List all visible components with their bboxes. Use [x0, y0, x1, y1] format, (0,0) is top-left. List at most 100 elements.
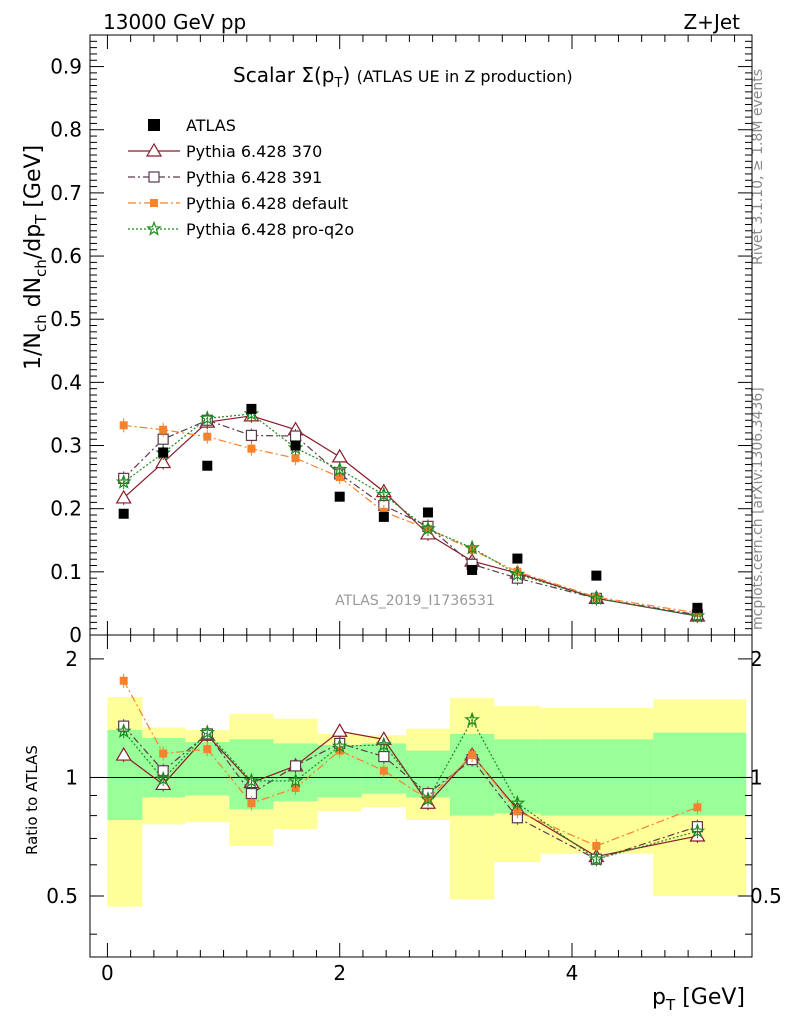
series-pythia-6-428-default-ratio-point: [291, 784, 300, 793]
legend-entry-pythia-6-428-pro-q2o: Pythia 6.428 pro-q2o: [128, 220, 354, 239]
x-tick-label: 0: [101, 961, 114, 985]
legend-label: Pythia 6.428 370: [186, 142, 322, 161]
series-pythia-6-428-370-line: [123, 415, 698, 617]
series-pythia-6-428-default-point: [119, 421, 128, 430]
series-pythia-6-428-default-ratio-point: [203, 745, 212, 754]
legend-entry-pythia-6-428-default: Pythia 6.428 default: [128, 194, 348, 213]
y-tick-label: 0.5: [50, 307, 82, 331]
series-pythia-6-428-default-ratio-point: [159, 749, 168, 758]
series-pythia-6-428-391-ratio-point: [378, 750, 390, 763]
series-pythia-6-428-default-point: [247, 444, 256, 453]
atlas-data-point: [378, 511, 389, 522]
atlas-data-point: [158, 447, 169, 458]
atlas-data-point: [591, 570, 602, 581]
series-pythia-6-428-370-point: [331, 448, 348, 463]
ratio-y-tick-label-right: 2: [750, 647, 763, 671]
legend-marker: [145, 142, 163, 157]
legend-entry-pythia-6-428-391: Pythia 6.428 391: [128, 168, 322, 187]
series-pythia-6-428-default-ratio-line: [123, 680, 698, 847]
y-tick-label: 0.2: [50, 497, 82, 521]
series-pythia-6-428-391-point: [289, 430, 302, 442]
y-tick-label: 0.3: [50, 434, 82, 458]
y-axis-label: 1/Nch dNch/dpT [GeV]: [21, 145, 50, 370]
atlas-data-point: [202, 460, 213, 471]
series-pythia-6-428-pro-q2o-line: [123, 413, 698, 617]
legend-entry-atlas: ATLAS: [148, 116, 236, 135]
legend-marker: [148, 171, 160, 183]
uncertainty-band-inner: [653, 732, 747, 816]
series-pythia-6-428-default-ratio-point: [468, 751, 477, 760]
atlas-data-point: [422, 507, 433, 518]
series-pythia-6-428-391-point: [245, 429, 258, 442]
ratio-y-tick-label: 2: [65, 647, 78, 671]
legend-entry-pythia-6-428-370: Pythia 6.428 370: [128, 142, 322, 161]
series-pythia-6-428-pro-q2o-ratio-point: [420, 791, 436, 807]
legend-label: Pythia 6.428 default: [186, 194, 348, 213]
atlas-data-point: [246, 403, 257, 414]
series-pythia-6-428-pro-q2o-ratio-point: [376, 736, 392, 752]
rivet-label: Rivet 3.1.10, ≥ 1.8M events: [750, 69, 766, 265]
legend-label: ATLAS: [186, 116, 236, 135]
series-pythia-6-428-default-ratio-point: [379, 766, 388, 775]
series-pythia-6-428-391-line: [123, 419, 698, 616]
y-tick-label: 0.8: [50, 118, 82, 142]
analysis-id: ATLAS_2019_I1736531: [335, 593, 495, 609]
series-pythia-6-428-pro-q2o-point: [588, 590, 605, 606]
series-pythia-6-428-default-line: [123, 424, 698, 614]
series-pythia-6-428-default-point: [291, 454, 300, 463]
atlas-data-point: [512, 553, 523, 564]
series-pythia-6-428-pro-q2o-ratio-point: [155, 770, 172, 786]
y-tick-label: 0: [69, 623, 82, 647]
y-tick-label: 0.4: [50, 370, 82, 394]
series-pythia-6-428-391-ratio-line: [123, 725, 698, 860]
y-tick-label: 0.9: [50, 55, 82, 79]
series-pythia-6-428-pro-q2o-point: [689, 607, 706, 623]
mcplots-label: mcplots.cern.ch [arXiv:1306.3436]: [750, 387, 766, 630]
legend-label: Pythia 6.428 391: [186, 168, 322, 187]
atlas-data-point: [692, 602, 703, 613]
series-pythia-6-428-pro-q2o-ratio-point: [331, 738, 348, 753]
legend-label: Pythia 6.428 pro-q2o: [186, 220, 354, 239]
series-pythia-6-428-default-point: [203, 432, 212, 441]
atlas-data-point: [467, 564, 478, 575]
legend-marker: [150, 199, 158, 207]
series-pythia-6-428-pro-q2o-ratio-point: [464, 711, 480, 727]
series-pythia-6-428-default-ratio-point: [592, 841, 601, 850]
atlas-data-point: [290, 440, 301, 451]
x-tick-label: 4: [566, 961, 579, 985]
series-pythia-6-428-default-point: [379, 507, 388, 516]
ratio-y-tick-label: 0.5: [46, 884, 78, 908]
series-pythia-6-428-391-ratio-point: [289, 760, 302, 772]
legend-marker: [146, 220, 162, 236]
series-pythia-6-428-pro-q2o-ratio-point: [689, 823, 706, 838]
series-pythia-6-428-370-ratio-point: [331, 723, 348, 737]
series-pythia-6-428-pro-q2o-point: [509, 566, 526, 581]
header-collision: 13000 GeV pp: [103, 10, 246, 34]
series-pythia-6-428-default-point: [335, 473, 344, 482]
ratio-y-tick-label-right: 1: [750, 765, 763, 789]
legend-marker-atlas: [148, 119, 160, 131]
series-pythia-6-428-370-ratio-point: [115, 746, 132, 761]
series-pythia-6-428-pro-q2o-ratio-point: [199, 724, 216, 740]
legend: ATLAS Pythia 6.428 370 Pythia 6.428 391 Pyt…: [128, 116, 354, 239]
series-pythia-6-428-pro-q2o-ratio-point: [243, 772, 260, 788]
series-pythia-6-428-370-point: [155, 454, 172, 469]
ratio-frame: [89, 634, 753, 958]
atlas-data-point: [334, 491, 345, 502]
x-tick-label: 2: [333, 961, 346, 985]
ratio-plot-panel: 0 2 4 0.5 0.5 1 1 2 2: [46, 634, 782, 985]
series-pythia-6-428-pro-q2o-ratio-point: [287, 772, 304, 788]
atlas-data-point: [118, 508, 129, 519]
uncertainty-band-inner: [450, 733, 495, 816]
series-pythia-6-428-pro-q2o-ratio-point: [588, 850, 605, 866]
plot-title: Scalar Σ(pT) (ATLAS UE in Z production): [233, 63, 573, 91]
series-pythia-6-428-pro-q2o-point: [115, 473, 132, 489]
main-plot-panel: 0 0.1 0.2 0.3 0.4 0.5 0.6 0.7 0.8 0.9: [50, 34, 753, 957]
y-tick-label: 0.7: [50, 181, 82, 205]
series-pythia-6-428-default-ratio-point: [119, 676, 128, 685]
ratio-y-axis-label: Ratio to ATLAS: [23, 745, 41, 855]
series-pythia-6-428-pro-q2o-ratio-point: [115, 723, 132, 738]
ratio-y-tick-label-right: 0.5: [750, 884, 782, 908]
series-pythia-6-428-default-ratio-point: [693, 803, 702, 812]
